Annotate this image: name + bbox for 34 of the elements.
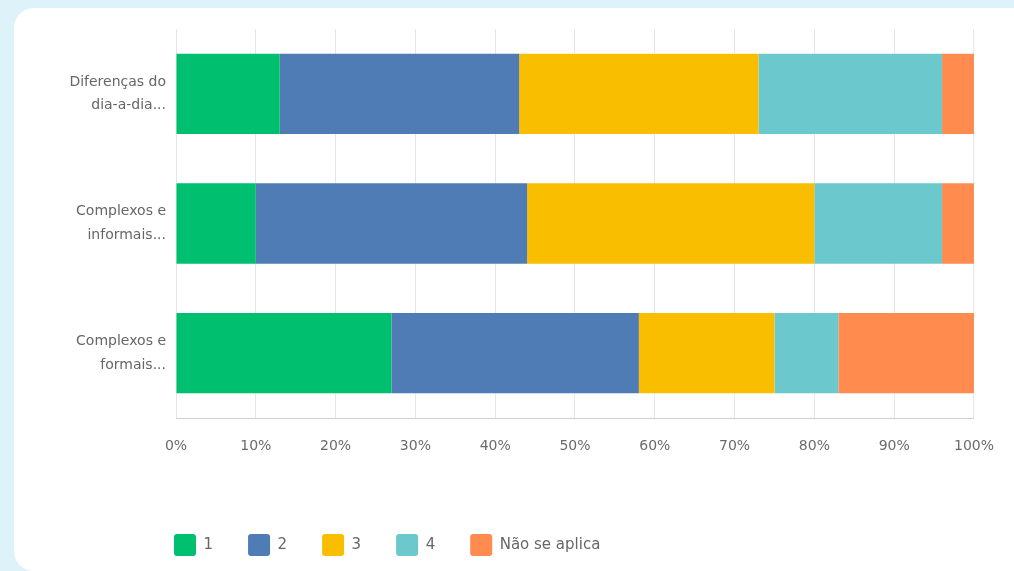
- legend-label: 4: [425, 534, 436, 553]
- bar: [942, 53, 974, 135]
- x-tick-label: 70%: [719, 437, 751, 454]
- x-tick-label: 60%: [639, 437, 671, 454]
- y-tick-label: Complexos e formais...: [76, 331, 166, 372]
- bar: [176, 312, 392, 394]
- bar: [638, 312, 775, 394]
- x-tick-label: 50%: [559, 437, 591, 454]
- y-tick-label: Diferenças do dia-a-dia...: [69, 72, 166, 113]
- x-tick-label: 90%: [878, 437, 910, 454]
- bar: [391, 312, 639, 394]
- legend-label: 1: [203, 534, 214, 553]
- x-tick-label: 20%: [320, 437, 352, 454]
- bar: [519, 53, 759, 135]
- legend-label: Não se aplica: [499, 534, 601, 553]
- bar: [176, 53, 280, 135]
- x-tick-label: 30%: [399, 437, 431, 454]
- bar: [758, 53, 943, 135]
- y-tick-label: Complexos e informais...: [76, 202, 166, 243]
- x-tick-label: 10%: [240, 437, 272, 454]
- x-tick-label: 100%: [953, 437, 994, 454]
- bar: [255, 183, 528, 264]
- bar: [774, 312, 839, 394]
- bar: [814, 183, 943, 264]
- legend-label: 3: [351, 534, 362, 553]
- legend-label: 2: [277, 534, 288, 553]
- x-tick-label: 0%: [164, 437, 188, 454]
- x-tick-label: 40%: [479, 437, 511, 454]
- bar: [527, 183, 815, 264]
- bar: [838, 312, 974, 394]
- bar: [279, 53, 520, 135]
- x-tick-label: 80%: [798, 437, 830, 454]
- bar: [942, 183, 974, 264]
- bar: [176, 183, 256, 264]
